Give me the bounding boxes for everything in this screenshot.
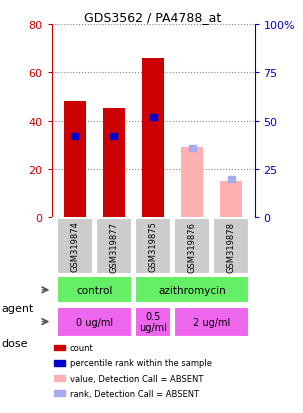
Bar	[54, 375, 65, 381]
Text: 0.5
ug/ml: 0.5 ug/ml	[139, 311, 167, 332]
FancyBboxPatch shape	[57, 219, 93, 274]
FancyBboxPatch shape	[174, 219, 210, 274]
Text: GSM319877: GSM319877	[109, 221, 118, 272]
Bar	[228, 176, 235, 182]
Bar	[181, 148, 203, 218]
FancyBboxPatch shape	[135, 277, 249, 304]
FancyBboxPatch shape	[213, 219, 249, 274]
FancyBboxPatch shape	[174, 307, 249, 337]
Text: GSM319874: GSM319874	[70, 221, 79, 272]
Text: control: control	[76, 285, 113, 295]
Bar	[103, 109, 125, 218]
FancyBboxPatch shape	[57, 307, 132, 337]
Text: 0 ug/ml: 0 ug/ml	[76, 317, 113, 327]
Bar	[54, 345, 65, 351]
Text: agent: agent	[2, 304, 34, 313]
Text: value, Detection Call = ABSENT: value, Detection Call = ABSENT	[70, 374, 203, 383]
Bar	[220, 182, 242, 218]
Text: azithromycin: azithromycin	[158, 285, 226, 295]
Text: GSM319875: GSM319875	[148, 221, 158, 272]
FancyBboxPatch shape	[96, 219, 132, 274]
Bar	[188, 145, 195, 151]
Text: GSM319876: GSM319876	[188, 221, 197, 272]
Text: percentile rank within the sample: percentile rank within the sample	[70, 358, 212, 368]
Text: count: count	[70, 343, 94, 352]
Bar	[54, 391, 65, 396]
Text: dose: dose	[2, 339, 28, 349]
Bar	[149, 114, 157, 120]
Bar	[142, 59, 164, 218]
Bar	[111, 134, 118, 140]
FancyBboxPatch shape	[135, 307, 171, 337]
FancyBboxPatch shape	[57, 277, 132, 304]
Bar	[72, 134, 78, 140]
Text: rank, Detection Call = ABSENT: rank, Detection Call = ABSENT	[70, 389, 199, 398]
Text: GSM319878: GSM319878	[227, 221, 236, 272]
Text: 2 ug/ml: 2 ug/ml	[193, 317, 230, 327]
Bar	[64, 102, 86, 218]
Bar	[54, 360, 65, 366]
FancyBboxPatch shape	[135, 219, 171, 274]
Title: GDS3562 / PA4788_at: GDS3562 / PA4788_at	[85, 11, 221, 24]
